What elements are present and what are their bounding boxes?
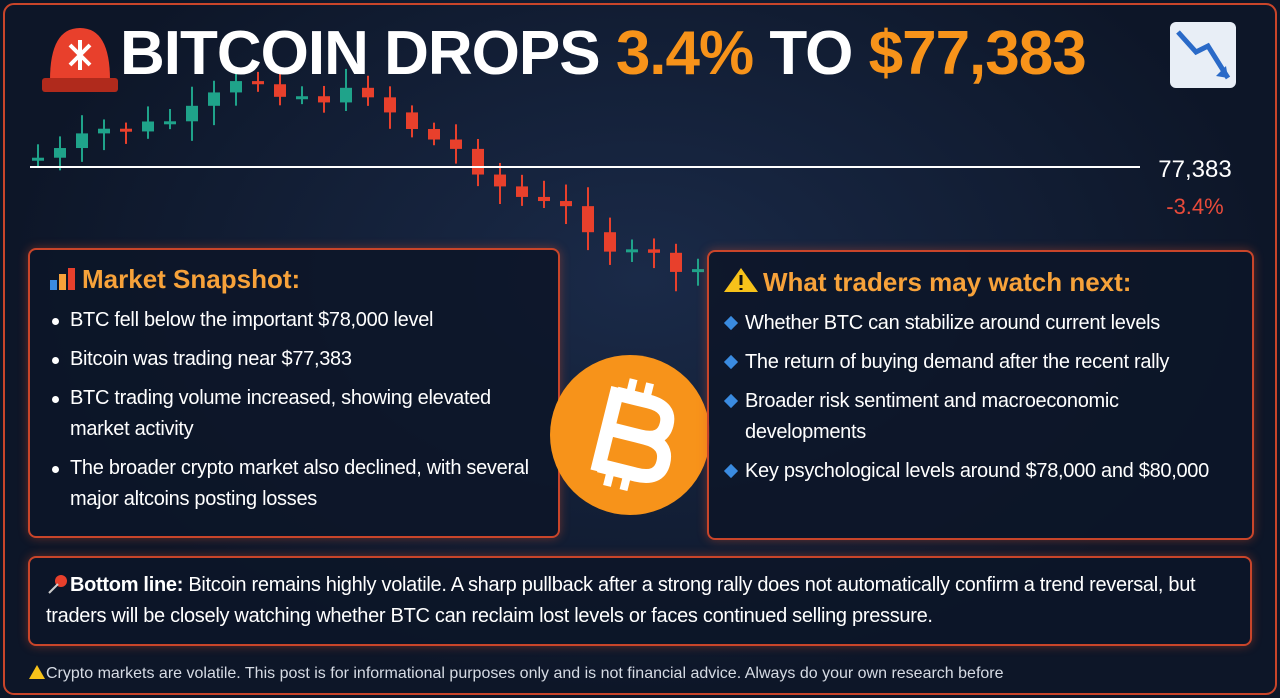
snapshot-list: BTC fell below the important $78,000 lev… <box>48 305 542 515</box>
bottom-line-label: Bottom line: <box>70 574 184 596</box>
candle-body <box>692 269 704 273</box>
candle-body <box>252 81 264 85</box>
candle-body <box>604 232 616 252</box>
candle-body <box>428 129 440 140</box>
disclaimer: Crypto markets are volatile. This post i… <box>28 664 1004 683</box>
candles <box>32 68 704 292</box>
heading-text: Market Snapshot: <box>82 264 301 294</box>
bitcoin-logo <box>550 355 710 515</box>
candle-body <box>274 84 286 97</box>
list-item: The broader crypto market also declined,… <box>48 453 542 515</box>
frame-border <box>3 3 1277 695</box>
list-item: Key psychological levels around $78,000 … <box>723 456 1238 487</box>
list-item: BTC fell below the important $78,000 lev… <box>48 305 542 336</box>
warning-icon <box>29 665 45 679</box>
candle-body <box>560 201 572 207</box>
panel-heading: What traders may watch next: <box>723 266 1238 298</box>
title: BITCOIN DROPS 3.4% TO $77,383 <box>120 18 1087 89</box>
candle-body <box>318 96 330 103</box>
candle-body <box>406 112 418 130</box>
bar-icon <box>50 268 75 290</box>
siren-icon <box>42 28 118 92</box>
disclaimer-text: Crypto markets are volatile. This post i… <box>46 665 1004 682</box>
candle-body <box>32 157 44 161</box>
title-highlight: $77,383 <box>868 19 1087 88</box>
change-label: -3.4% <box>1166 194 1223 219</box>
candle-body <box>120 128 132 132</box>
candle-body <box>626 249 638 253</box>
list-item: Bitcoin was trading near $77,383 <box>48 344 542 375</box>
candle-body <box>54 148 66 158</box>
bottom-line-panel: Bottom line: Bitcoin remains highly vola… <box>28 556 1252 646</box>
candle-body <box>76 133 88 149</box>
list-item: BTC trading volume increased, showing el… <box>48 383 542 445</box>
candle-body <box>340 87 352 103</box>
candle-body <box>648 249 660 253</box>
bottom-line-text: Bitcoin remains highly volatile. A sharp… <box>46 574 1196 627</box>
candle-body <box>494 174 506 187</box>
chart-icon <box>1170 22 1236 88</box>
warning-icon <box>724 268 758 292</box>
candle-body <box>670 252 682 272</box>
list-item: Whether BTC can stabilize around current… <box>723 308 1238 339</box>
list-item: The return of buying demand after the re… <box>723 347 1238 378</box>
candle-body <box>472 148 484 175</box>
candle-body <box>516 186 528 197</box>
candle-body <box>538 196 550 202</box>
candle-body <box>362 87 374 98</box>
list-item: Broader risk sentiment and macroeconomic… <box>723 386 1238 448</box>
watch-panel: What traders may watch next: Whether BTC… <box>707 250 1254 540</box>
candle-body <box>450 139 462 149</box>
candle-body <box>142 121 154 132</box>
candle-body <box>384 97 396 113</box>
candle-body <box>164 121 176 125</box>
candle-body <box>230 81 242 93</box>
snapshot-panel: Market Snapshot: BTC fell below the impo… <box>28 248 560 538</box>
price-label: 77,383 <box>1158 156 1231 183</box>
title-text: BITCOIN DROPS <box>120 19 601 88</box>
candle-body <box>296 96 308 100</box>
pin-icon <box>48 575 67 594</box>
watch-list: Whether BTC can stabilize around current… <box>723 308 1238 487</box>
title-text: TO <box>769 19 853 88</box>
candle-body <box>98 128 110 134</box>
candle-body <box>208 92 220 106</box>
candle-body <box>186 105 198 122</box>
heading-text: What traders may watch next: <box>763 267 1132 297</box>
title-highlight: 3.4% <box>615 19 754 88</box>
panel-heading: Market Snapshot: <box>48 264 542 295</box>
candle-body <box>582 206 594 233</box>
